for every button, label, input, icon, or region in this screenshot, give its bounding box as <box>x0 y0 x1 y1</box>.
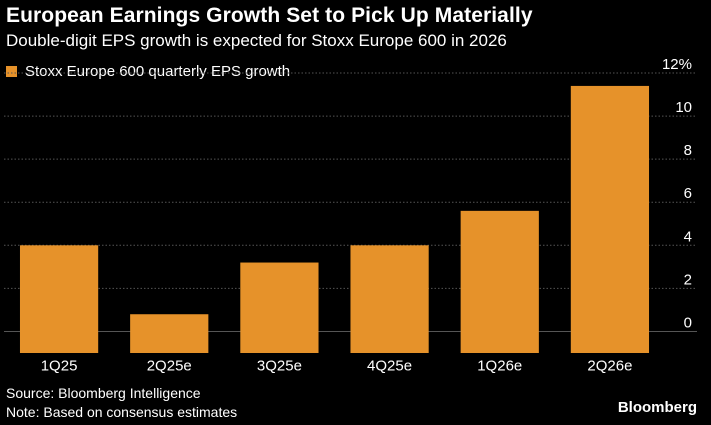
x-tick-label: 3Q25e <box>257 358 302 375</box>
bar <box>19 245 99 353</box>
bar <box>460 210 539 353</box>
bloomberg-logo: Bloomberg <box>617 399 697 416</box>
chart-title: European Earnings Growth Set to Pick Up … <box>6 4 533 27</box>
estimate-note: Note: Based on consensus estimates <box>6 404 238 420</box>
x-tick-label: 1Q25 <box>41 358 78 375</box>
chart-subtitle: Double-digit EPS growth is expected for … <box>6 31 507 50</box>
bar <box>350 245 429 353</box>
footer: Source: Bloomberg Intelligence Note: Bas… <box>6 384 237 422</box>
legend-label: Stoxx Europe 600 quarterly EPS growth <box>25 63 291 80</box>
y-tick-label: 12% <box>662 56 692 73</box>
x-tick-label: 1Q26e <box>477 358 522 375</box>
y-tick-label: 8 <box>684 142 692 159</box>
x-tick-label: 4Q25e <box>367 358 412 375</box>
y-tick-label: 10 <box>675 99 692 116</box>
bar <box>130 314 209 353</box>
y-tick-label: 6 <box>684 185 692 202</box>
legend: Stoxx Europe 600 quarterly EPS growth <box>6 63 290 80</box>
bar <box>570 85 650 353</box>
x-tick-label: 2Q26e <box>587 358 632 375</box>
legend-swatch <box>6 66 17 77</box>
bar <box>240 262 319 353</box>
y-tick-label: 2 <box>684 271 692 288</box>
y-tick-label: 0 <box>684 314 692 331</box>
y-tick-label: 4 <box>684 228 692 245</box>
source-note: Source: Bloomberg Intelligence <box>6 385 201 401</box>
x-tick-label: 2Q25e <box>147 358 192 375</box>
